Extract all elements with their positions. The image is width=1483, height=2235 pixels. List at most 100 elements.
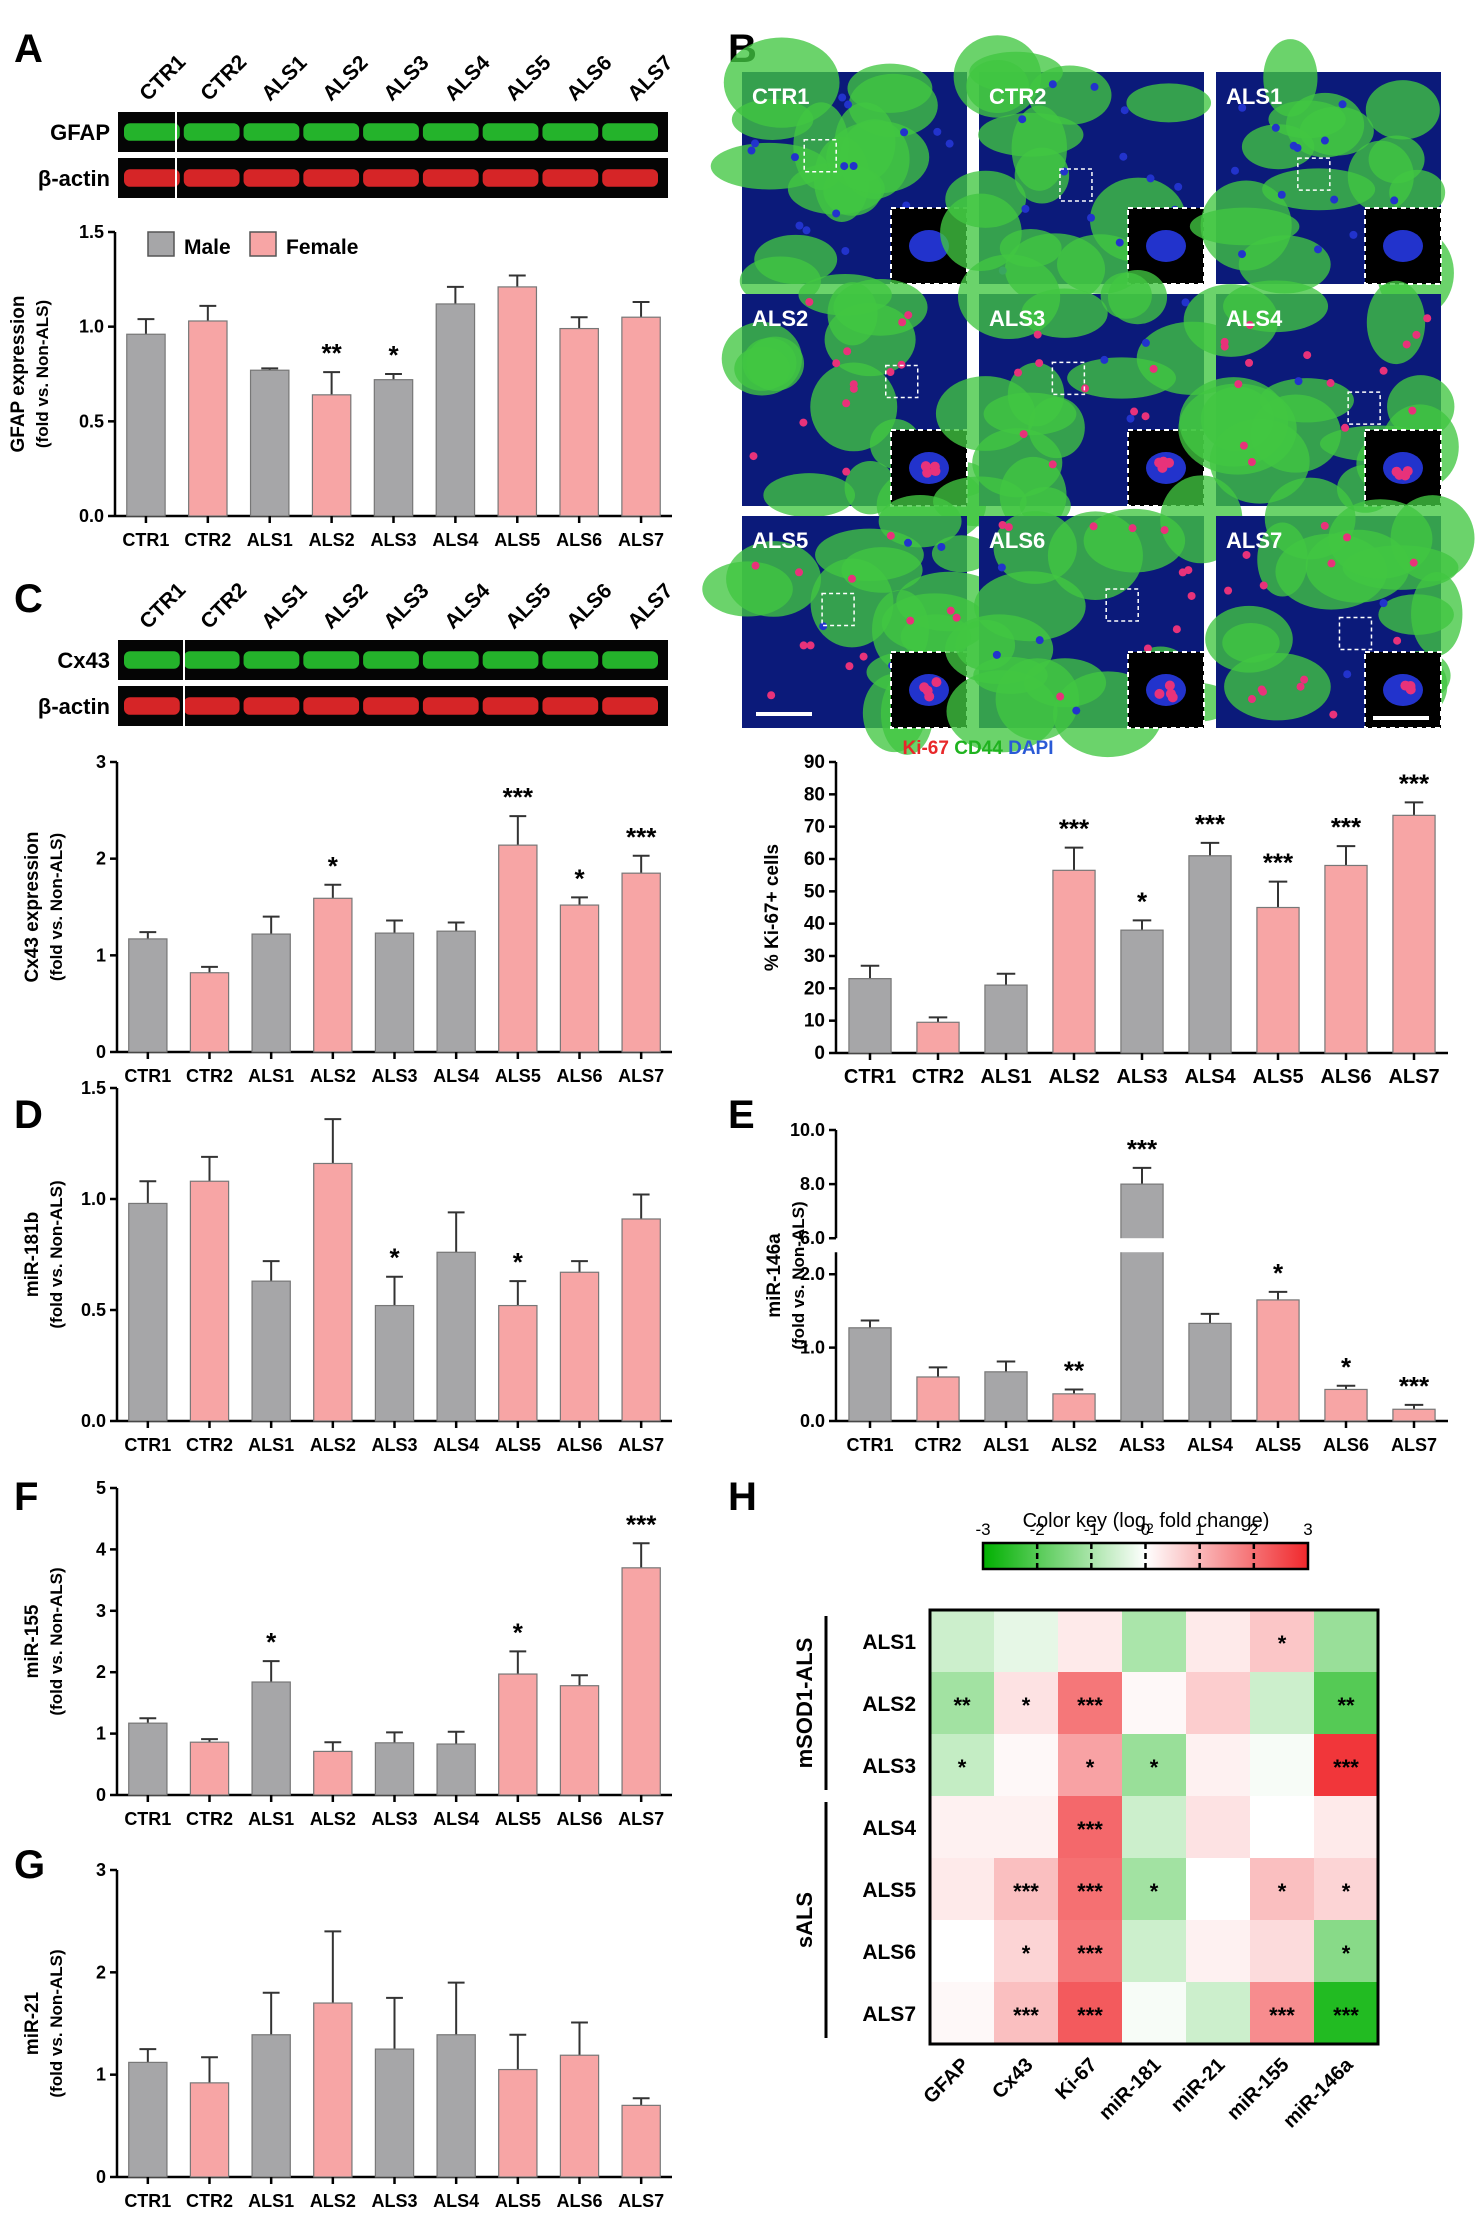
inset-nucleus xyxy=(1146,230,1186,262)
significance-marker: * xyxy=(1341,1352,1352,1382)
nucleus xyxy=(1035,359,1044,368)
x-tick-label: CTR1 xyxy=(124,1809,171,1829)
heatmap-significance: *** xyxy=(1077,1693,1103,1718)
bar xyxy=(1120,1183,1164,1422)
panel-letter-e: E xyxy=(728,1093,755,1137)
nucleus xyxy=(840,162,849,171)
bar xyxy=(313,2002,353,2178)
heatmap-cell xyxy=(994,1734,1058,1796)
nucleus xyxy=(1014,368,1023,377)
nucleus xyxy=(1090,82,1099,91)
x-tick-label: ALS5 xyxy=(1252,1066,1303,1088)
micrograph-ctr2: CTR2 xyxy=(940,35,1212,306)
significance-marker: *** xyxy=(626,1509,657,1539)
bar xyxy=(497,286,538,517)
bar xyxy=(1256,1299,1300,1422)
svg-text:Ki-67 CD44 DAPI: Ki-67 CD44 DAPI xyxy=(902,738,1053,759)
x-tick-label: ALS6 xyxy=(556,2191,602,2211)
nucleus xyxy=(1141,412,1150,421)
x-tick-label: ALS3 xyxy=(371,1809,417,1829)
x-tick-label: ALS3 xyxy=(371,2191,417,2211)
x-tick-label: ALS4 xyxy=(1184,1066,1236,1088)
micrograph-label: ALS7 xyxy=(1226,528,1282,553)
nucleus xyxy=(1409,558,1418,567)
lane-label: ALS4 xyxy=(440,51,494,105)
x-tick-label: ALS4 xyxy=(433,1435,479,1455)
cd44-cell xyxy=(731,98,814,140)
y-axis-label: miR-155 xyxy=(22,1604,43,1678)
nucleus xyxy=(1408,406,1417,415)
y-tick-label: 80 xyxy=(804,784,825,805)
micrograph-als3: ALS3 xyxy=(933,254,1249,534)
inset-ki67-spot xyxy=(1164,680,1175,691)
panel-letter-h: H xyxy=(728,1475,757,1519)
y-tick-label: 1 xyxy=(96,945,106,965)
y-tick-label: 0.5 xyxy=(81,1300,106,1320)
x-tick-label: ALS5 xyxy=(1255,1435,1301,1455)
heatmap-row-label: ALS6 xyxy=(862,1941,916,1964)
cd44-cell xyxy=(1241,124,1315,170)
y-axis-label-sub: (fold vs. Non-ALS) xyxy=(47,1567,66,1715)
bar xyxy=(128,2061,168,2178)
bar xyxy=(251,2034,291,2178)
color-key-tick: 2 xyxy=(1249,1520,1258,1539)
nucleus xyxy=(952,613,961,622)
y-tick-label: 0.0 xyxy=(800,1411,825,1431)
y-tick-label: 0.5 xyxy=(79,411,104,431)
nucleus xyxy=(1247,695,1256,704)
significance-marker: * xyxy=(574,863,585,893)
x-tick-label: CTR1 xyxy=(124,1435,171,1455)
bar xyxy=(1392,1408,1436,1422)
nucleus xyxy=(799,418,808,427)
nucleus xyxy=(1349,230,1358,239)
x-tick-label: ALS7 xyxy=(618,2191,664,2211)
nucleus xyxy=(1293,143,1302,152)
heatmap-col-label: miR-181 xyxy=(1095,2054,1166,2125)
x-tick-label: ALS4 xyxy=(1187,1435,1233,1455)
inset-nucleus xyxy=(1383,674,1423,706)
heatmap-row-label: ALS5 xyxy=(862,1879,916,1902)
heatmap-cell xyxy=(930,1920,994,1982)
cd44-cell xyxy=(1299,106,1374,156)
y-tick-label: 20 xyxy=(804,978,825,999)
y-tick-label: 10 xyxy=(804,1011,825,1032)
micrograph-als7: ALS7 xyxy=(1205,477,1475,729)
cd44-cell xyxy=(763,473,856,518)
bar xyxy=(621,2104,661,2178)
nucleus xyxy=(1089,522,1098,531)
bar xyxy=(1052,1393,1096,1422)
nucleus xyxy=(1048,80,1057,89)
cd44-cell xyxy=(945,170,1027,228)
nucleus xyxy=(842,467,851,476)
nucleus xyxy=(1412,330,1421,339)
cd44-cell xyxy=(810,362,898,452)
blot-band xyxy=(124,169,180,187)
nucleus xyxy=(1242,550,1251,559)
nucleus xyxy=(1143,644,1152,653)
heatmap-border xyxy=(928,1608,1380,2046)
bar xyxy=(435,303,476,517)
color-key-tick: -3 xyxy=(975,1520,990,1539)
blot-band xyxy=(303,651,360,669)
nucleus xyxy=(1277,190,1286,199)
x-tick-label: ALS1 xyxy=(247,530,293,550)
nucleus xyxy=(1320,136,1329,145)
nucleus xyxy=(1119,152,1128,161)
x-tick-label: ALS2 xyxy=(310,2191,356,2211)
micrograph-als4: ALS4 xyxy=(1178,280,1459,513)
significance-marker: * xyxy=(389,1243,400,1273)
bar xyxy=(621,316,661,517)
inset-nucleus xyxy=(909,230,949,262)
heatmap-significance: * xyxy=(1086,1755,1095,1780)
x-tick-label: ALS7 xyxy=(618,1809,664,1829)
nucleus xyxy=(1402,340,1411,349)
cd44-cell xyxy=(1126,83,1212,123)
nucleus xyxy=(898,318,907,327)
y-tick-label: 0 xyxy=(96,1785,106,1805)
blot-band xyxy=(363,697,419,715)
bar xyxy=(1256,906,1300,1054)
nucleus xyxy=(842,399,851,408)
significance-marker: * xyxy=(266,1627,277,1657)
y-tick-label: 0 xyxy=(814,1043,825,1064)
bar xyxy=(559,2054,600,2178)
